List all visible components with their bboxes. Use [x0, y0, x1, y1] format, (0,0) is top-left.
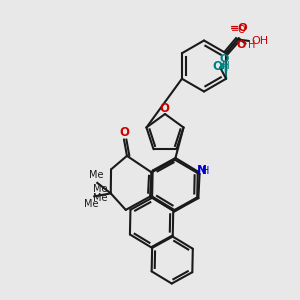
Text: O: O — [213, 60, 223, 73]
Text: =O: =O — [231, 25, 247, 35]
Text: H: H — [248, 40, 255, 50]
Text: Me: Me — [88, 170, 103, 180]
Text: H: H — [222, 61, 230, 71]
Text: Me: Me — [93, 193, 107, 203]
Text: Me: Me — [93, 184, 107, 194]
Text: OH: OH — [251, 36, 268, 46]
Text: O: O — [236, 40, 246, 50]
Text: H: H — [221, 63, 228, 73]
Text: O: O — [159, 102, 170, 115]
Text: =O: =O — [230, 23, 248, 34]
Text: H: H — [202, 166, 210, 176]
Text: O: O — [220, 54, 229, 64]
Text: O: O — [119, 126, 129, 139]
Text: Me: Me — [84, 199, 98, 209]
Text: N: N — [197, 164, 207, 177]
